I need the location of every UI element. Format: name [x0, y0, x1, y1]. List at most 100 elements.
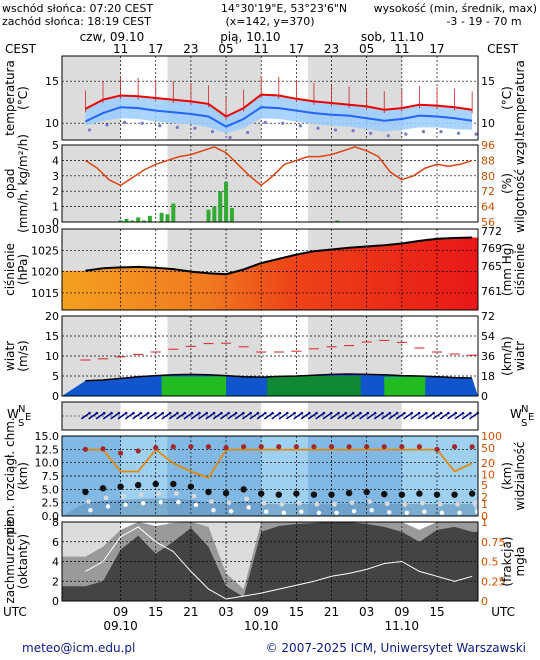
wind-direction-tail: [315, 411, 318, 415]
left-axis-title: opad: [3, 169, 17, 199]
y2-tick-label: 0.5: [481, 556, 499, 569]
cloud-base-dot: [468, 490, 476, 497]
temperature-min-dot: [263, 120, 267, 124]
right-axis-unit: (°C): [500, 86, 514, 110]
cloud-base-dot: [134, 481, 142, 489]
wind-direction-arrow: [234, 412, 244, 420]
left-axis-unit: (m/s): [16, 340, 30, 371]
cloud-top-dot: [82, 446, 89, 452]
y-tick-label: 2: [52, 575, 59, 588]
cloud-lower-dot: [402, 501, 408, 507]
precipitation-bar: [159, 212, 164, 222]
precipitation-bar: [206, 209, 211, 222]
wind-direction-arrow: [110, 412, 120, 420]
bottom-date-label: 09.10: [103, 619, 137, 633]
wind-direction-tail: [293, 411, 296, 415]
y-tick-label: 10: [45, 117, 59, 130]
top-hour-label: 17: [148, 42, 163, 56]
cloud-lower-dot: [103, 495, 109, 501]
cloud-fog-dot: [439, 510, 445, 515]
cloud-lower-dot: [279, 501, 285, 507]
y2-tick-label: 72: [481, 185, 495, 198]
cloud-base-dot: [433, 491, 441, 498]
wind-direction-arrow: [469, 412, 479, 420]
footer-email[interactable]: meteo@icm.edu.pl: [22, 641, 135, 655]
wind-direction-arrow: [139, 412, 149, 420]
y2-tick-label: 10: [481, 468, 495, 481]
y2-tick-label: 761: [481, 285, 502, 298]
top-date-label: czw, 09.10: [80, 30, 145, 44]
panel-border: [61, 55, 479, 141]
bottom-hour-label: 09: [394, 605, 409, 619]
cloud-base-dot: [293, 490, 300, 497]
cloud-base-dot: [152, 480, 159, 488]
wind-direction-tail: [278, 411, 282, 415]
temperature-min-dot: [386, 134, 390, 138]
wind-direction-arrow: [102, 412, 112, 420]
cloud-fog-dot: [176, 499, 181, 505]
cloud-lower-dot: [367, 499, 373, 504]
wind-direction-tail: [124, 411, 128, 415]
cloud-lower-dot: [86, 499, 91, 504]
wind-direction-tail: [395, 411, 399, 415]
wind-direction-arrow: [242, 412, 252, 420]
right-axis-title: widzialność: [513, 442, 527, 511]
y2-tick-label: 0: [481, 510, 488, 523]
precipitation-bar: [212, 206, 217, 222]
cloud-base-dot: [310, 491, 318, 498]
cloud-fog-dot: [351, 509, 357, 514]
y-tick-label: 5: [52, 370, 59, 383]
temperature-min-dot: [333, 128, 338, 132]
wind-direction-arrow: [190, 412, 200, 420]
cloud-base-dot: [82, 488, 89, 496]
temperature-min-dot: [351, 129, 355, 133]
bottom-hour-label: 03: [359, 605, 374, 619]
wind-direction-tail: [234, 411, 238, 415]
panel-cloudiness-fog: 0 2 4 6 8 0 0.25 0.5 0.75 1 zachmurzenie (oktanty) m…: [3, 516, 527, 608]
cloud-fog-dot: [140, 501, 146, 506]
cloud-top-dot: [188, 444, 194, 450]
wind-direction-tail: [285, 411, 289, 415]
wind-direction-tail: [351, 411, 355, 415]
wind-direction-tail: [212, 411, 216, 415]
bottom-date-label: 11.10: [385, 619, 419, 633]
top-hour-label: 05: [218, 42, 233, 56]
cloud-top-dot: [346, 444, 352, 450]
cloud-fog-dot: [105, 504, 111, 509]
wind-direction-tail: [469, 411, 472, 415]
wind-direction-arrow: [205, 412, 215, 420]
wind-direction-tail: [410, 411, 414, 415]
compass-letter-south: S: [521, 418, 527, 429]
wind-direction-arrow: [403, 412, 413, 420]
wind-direction-arrow: [168, 412, 178, 420]
temperature-min-dot: [140, 121, 144, 125]
wind-direction-tail: [359, 411, 362, 415]
wind-strength-segment: [267, 376, 361, 396]
bottom-hour-label: 21: [324, 605, 339, 619]
wind-direction-arrow: [80, 412, 90, 420]
wind-direction-tail: [439, 411, 443, 415]
cloud-top-dot: [416, 444, 423, 450]
compass-letter-west: W: [510, 407, 522, 421]
wind-direction-tail: [154, 411, 157, 415]
precipitation-bar: [124, 218, 129, 222]
wind-direction-arrow: [154, 412, 164, 420]
cloud-top-dot: [434, 446, 440, 452]
cloud-lower-dot: [209, 499, 214, 504]
cloud-lower-dot: [314, 501, 320, 507]
cloud-base-dot: [240, 486, 247, 493]
y-tick-label: 5: [52, 139, 59, 152]
temperature-max-line: [84, 93, 473, 118]
wind-direction-arrow: [315, 412, 325, 420]
cloud-lower-dot: [455, 501, 460, 507]
temperature-min-dot: [228, 135, 232, 140]
cloud-fog-dot: [474, 509, 480, 514]
y-tick-label: 1015: [31, 287, 59, 300]
cloud-fog-dot: [123, 502, 128, 507]
wind-direction-arrow: [432, 412, 442, 420]
mid-cloud-line: [85, 526, 473, 600]
precipitation-bar: [224, 181, 229, 222]
